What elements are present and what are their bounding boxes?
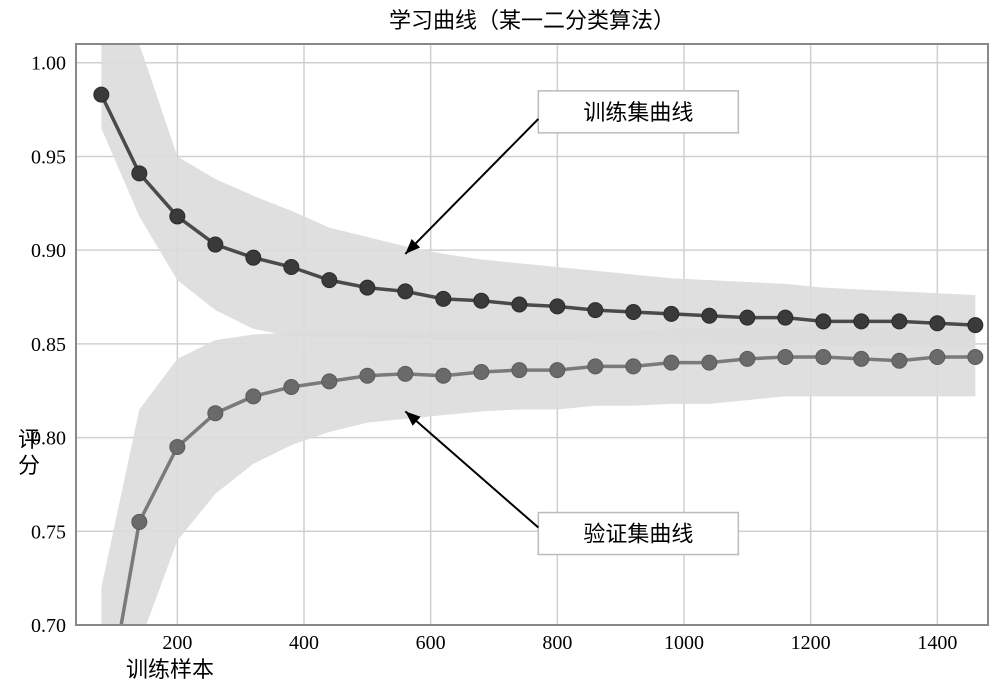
train-marker bbox=[626, 305, 641, 320]
train-marker bbox=[94, 87, 109, 102]
train-marker bbox=[474, 293, 489, 308]
ytick-label: 0.90 bbox=[31, 240, 66, 262]
train-marker bbox=[436, 291, 451, 306]
ytick-label: 0.75 bbox=[31, 521, 66, 543]
learning-curve-chart: 2004006008001000120014000.700.750.800.85… bbox=[0, 0, 1000, 691]
valid-marker bbox=[626, 359, 641, 374]
xtick-label: 600 bbox=[416, 632, 446, 654]
valid-marker bbox=[778, 349, 793, 364]
ytick-label: 1.00 bbox=[31, 53, 66, 75]
ytick-label: 0.95 bbox=[31, 146, 66, 168]
valid-marker bbox=[436, 368, 451, 383]
valid-marker bbox=[854, 351, 869, 366]
valid-marker bbox=[474, 364, 489, 379]
xtick-label: 800 bbox=[542, 632, 572, 654]
train-marker bbox=[778, 310, 793, 325]
ytick-label: 0.70 bbox=[31, 615, 66, 637]
valid-marker bbox=[512, 363, 527, 378]
valid-marker bbox=[398, 366, 413, 381]
xtick-label: 200 bbox=[162, 632, 192, 654]
train-marker bbox=[208, 237, 223, 252]
valid-marker bbox=[360, 368, 375, 383]
train-marker bbox=[664, 306, 679, 321]
train-marker bbox=[550, 299, 565, 314]
train-marker bbox=[892, 314, 907, 329]
ytick-label: 0.85 bbox=[31, 334, 66, 356]
train-marker bbox=[132, 166, 147, 181]
train-marker bbox=[398, 284, 413, 299]
train-marker bbox=[512, 297, 527, 312]
valid-marker bbox=[740, 351, 755, 366]
train-marker bbox=[360, 280, 375, 295]
ylabel-1: 评 bbox=[18, 427, 40, 452]
ylabel-2: 分 bbox=[18, 453, 40, 478]
train-marker bbox=[816, 314, 831, 329]
valid-marker bbox=[246, 389, 261, 404]
valid-marker bbox=[284, 379, 299, 394]
train-callout-label: 训练集曲线 bbox=[583, 100, 693, 125]
train-marker bbox=[588, 303, 603, 318]
train-marker bbox=[740, 310, 755, 325]
valid-marker bbox=[892, 353, 907, 368]
valid-marker bbox=[322, 374, 337, 389]
train-marker bbox=[284, 260, 299, 275]
valid-marker bbox=[550, 363, 565, 378]
valid-marker bbox=[702, 355, 717, 370]
valid-marker bbox=[816, 349, 831, 364]
valid-marker bbox=[170, 439, 185, 454]
chart-svg: 2004006008001000120014000.700.750.800.85… bbox=[0, 0, 1000, 691]
valid-marker bbox=[132, 514, 147, 529]
xtick-label: 1400 bbox=[917, 632, 957, 654]
train-marker bbox=[702, 308, 717, 323]
chart-title: 学习曲线（某一二分类算法） bbox=[389, 8, 675, 33]
train-marker bbox=[170, 209, 185, 224]
train-marker bbox=[930, 316, 945, 331]
valid-marker bbox=[588, 359, 603, 374]
valid-marker bbox=[664, 355, 679, 370]
xlabel: 训练样本 bbox=[126, 657, 214, 682]
xtick-label: 1200 bbox=[791, 632, 831, 654]
valid-marker bbox=[930, 349, 945, 364]
xtick-label: 1000 bbox=[664, 632, 704, 654]
valid-marker bbox=[968, 349, 983, 364]
valid-callout-label: 验证集曲线 bbox=[583, 522, 693, 547]
train-marker bbox=[322, 273, 337, 288]
valid-marker bbox=[208, 406, 223, 421]
train-marker bbox=[968, 318, 983, 333]
xtick-label: 400 bbox=[289, 632, 319, 654]
train-marker bbox=[246, 250, 261, 265]
train-marker bbox=[854, 314, 869, 329]
